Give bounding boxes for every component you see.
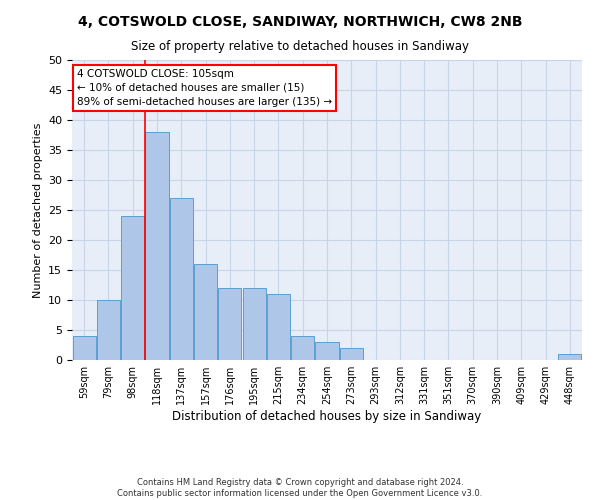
Text: 4, COTSWOLD CLOSE, SANDIWAY, NORTHWICH, CW8 2NB: 4, COTSWOLD CLOSE, SANDIWAY, NORTHWICH, …	[78, 15, 522, 29]
Bar	[97, 300, 120, 360]
Bar	[242, 288, 266, 360]
Bar	[267, 294, 290, 360]
Bar	[340, 348, 363, 360]
Bar	[121, 216, 144, 360]
Bar	[559, 354, 581, 360]
Bar	[73, 336, 95, 360]
X-axis label: Distribution of detached houses by size in Sandiway: Distribution of detached houses by size …	[172, 410, 482, 423]
Bar	[170, 198, 193, 360]
Bar	[145, 132, 169, 360]
Text: Contains HM Land Registry data © Crown copyright and database right 2024.
Contai: Contains HM Land Registry data © Crown c…	[118, 478, 482, 498]
Bar	[291, 336, 314, 360]
Bar	[194, 264, 217, 360]
Text: 4 COTSWOLD CLOSE: 105sqm
← 10% of detached houses are smaller (15)
89% of semi-d: 4 COTSWOLD CLOSE: 105sqm ← 10% of detach…	[77, 69, 332, 107]
Text: Size of property relative to detached houses in Sandiway: Size of property relative to detached ho…	[131, 40, 469, 53]
Bar	[316, 342, 338, 360]
Bar	[218, 288, 241, 360]
Y-axis label: Number of detached properties: Number of detached properties	[32, 122, 43, 298]
